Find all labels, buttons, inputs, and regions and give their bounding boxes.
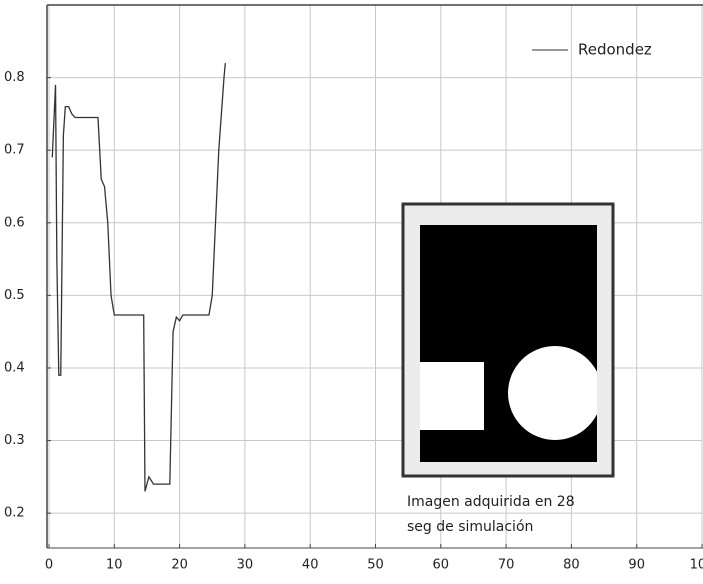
x-tick-label: 60 — [433, 558, 450, 573]
x-tick-label: 70 — [498, 558, 515, 573]
y-tick-label: 0.7 — [4, 143, 25, 158]
x-tick-label: 40 — [302, 558, 319, 573]
x-tick-label: 80 — [563, 558, 580, 573]
inset-image — [403, 204, 613, 476]
x-tick-label: 10 — [106, 558, 123, 573]
x-tick-label: 90 — [628, 558, 645, 573]
y-tick-label: 0.3 — [4, 433, 25, 448]
image-square — [420, 362, 484, 430]
legend-label: Redondez — [578, 41, 652, 59]
y-tick-label: 0.2 — [4, 506, 25, 521]
annotation: Imagen adquirida en 28 — [407, 494, 575, 510]
x-tick-label: 50 — [367, 558, 384, 573]
y-tick-label: 0.4 — [4, 360, 25, 375]
y-tick-label: 0.6 — [4, 215, 25, 230]
x-tick-label: 30 — [237, 558, 254, 573]
x-tick-label: 0 — [45, 558, 53, 573]
y-tick-label: 0.8 — [4, 70, 25, 85]
x-tick-label: 20 — [171, 558, 188, 573]
y-tick-label: 0.5 — [4, 288, 25, 303]
x-tick-label: 100 — [690, 558, 703, 573]
chart: Imagen adquirida en 28 seg de simulación… — [0, 0, 703, 584]
annotation: seg de simulación — [407, 519, 533, 535]
image-circle — [508, 346, 602, 440]
